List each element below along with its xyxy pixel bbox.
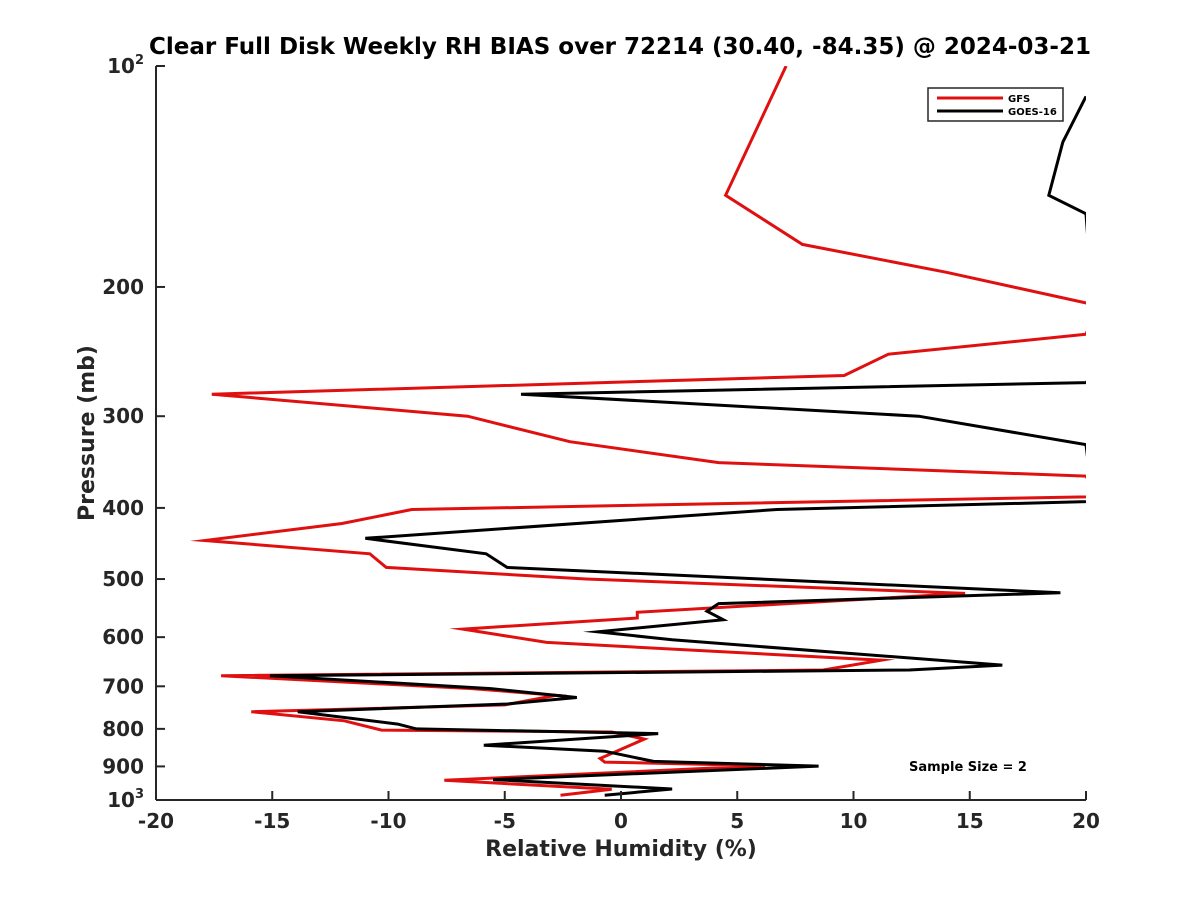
x-axis-ticks: -20 -15 -10 -5 0 5 10 15 20 (138, 791, 1100, 833)
legend-box (927, 87, 1064, 122)
x-tick-label: 20 (1072, 809, 1100, 833)
y-tick-label: 700 (102, 674, 144, 698)
x-tick-label: 10 (840, 809, 868, 833)
y-tick-label: 600 (102, 625, 144, 649)
y-tick-label: 200 (102, 275, 144, 299)
x-tick-label: -15 (254, 809, 290, 833)
sample-size-annotation: Sample Size = 2 (909, 760, 1027, 775)
legend: GFS GOES-16 (927, 87, 1064, 122)
y-tick-label: 103 (107, 787, 144, 812)
chart-title: Clear Full Disk Weekly RH BIAS over 7221… (149, 34, 1091, 60)
y-tick-label: 500 (102, 567, 144, 591)
legend-label-gfs: GFS (1008, 94, 1030, 105)
y-tick-label: 102 (107, 53, 144, 78)
x-tick-label: 15 (956, 809, 984, 833)
x-tick-label: -5 (494, 809, 516, 833)
legend-label-goes-16: GOES-16 (1008, 107, 1057, 118)
x-tick-label: 5 (730, 809, 744, 833)
y-tick-label: 400 (102, 496, 144, 520)
y-tick-label: 800 (102, 717, 144, 741)
series-line-goes-16 (269, 95, 1086, 797)
x-axis-title: Relative Humidity (%) (485, 837, 757, 862)
y-tick-label: 300 (102, 404, 144, 428)
x-tick-label: -20 (138, 809, 174, 833)
x-tick-label: -10 (370, 809, 406, 833)
x-tick-label: 0 (614, 809, 628, 833)
y-tick-label: 900 (102, 754, 144, 778)
y-axis-title: Pressure (mb) (75, 345, 100, 521)
y-axis-ticks: 102 200 300 400 500 600 700 800 900 103 (102, 53, 165, 812)
series-layer (190, 66, 1086, 797)
